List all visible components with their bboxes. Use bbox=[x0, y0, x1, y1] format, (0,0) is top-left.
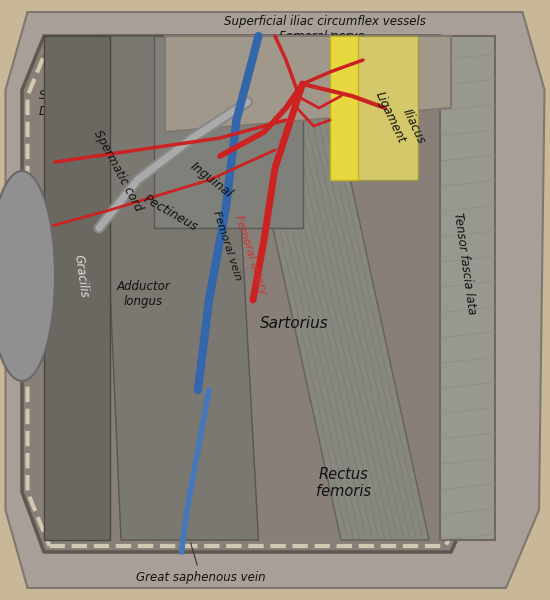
Polygon shape bbox=[231, 36, 429, 540]
Text: Ligament: Ligament bbox=[373, 89, 408, 145]
Text: Gracilis: Gracilis bbox=[72, 253, 91, 299]
Text: Rectus
femoris: Rectus femoris bbox=[316, 467, 371, 499]
Polygon shape bbox=[165, 36, 451, 132]
Text: Superficial iliac circumflex vessels: Superficial iliac circumflex vessels bbox=[223, 14, 426, 61]
Text: Tensor fascia lata: Tensor fascia lata bbox=[451, 212, 478, 316]
Polygon shape bbox=[341, 36, 418, 180]
Text: Sartorius: Sartorius bbox=[260, 317, 329, 331]
Polygon shape bbox=[440, 36, 495, 540]
Text: Adductor
longus: Adductor longus bbox=[116, 280, 170, 308]
Text: Femoral artery: Femoral artery bbox=[233, 214, 268, 296]
Ellipse shape bbox=[0, 171, 55, 381]
Polygon shape bbox=[6, 12, 544, 588]
Polygon shape bbox=[99, 36, 258, 540]
Text: Great saphenous vein: Great saphenous vein bbox=[136, 542, 266, 584]
Polygon shape bbox=[44, 36, 110, 540]
Polygon shape bbox=[154, 36, 302, 228]
Text: Pectineus: Pectineus bbox=[141, 192, 200, 234]
Text: Superficial epigastric vessels: Superficial epigastric vessels bbox=[198, 44, 368, 80]
Polygon shape bbox=[330, 36, 358, 180]
Text: Femoral nerve: Femoral nerve bbox=[279, 29, 365, 70]
Text: Deep external pudendal vessels: Deep external pudendal vessels bbox=[39, 104, 228, 165]
Polygon shape bbox=[22, 36, 484, 552]
Text: Iliacus: Iliacus bbox=[400, 106, 427, 146]
Text: Spermatic cord: Spermatic cord bbox=[91, 128, 145, 214]
Text: Femoral vein: Femoral vein bbox=[211, 210, 243, 282]
Text: Inguinal: Inguinal bbox=[188, 160, 235, 200]
Text: Superficial external pudendal vessels: Superficial external pudendal vessels bbox=[39, 89, 260, 132]
